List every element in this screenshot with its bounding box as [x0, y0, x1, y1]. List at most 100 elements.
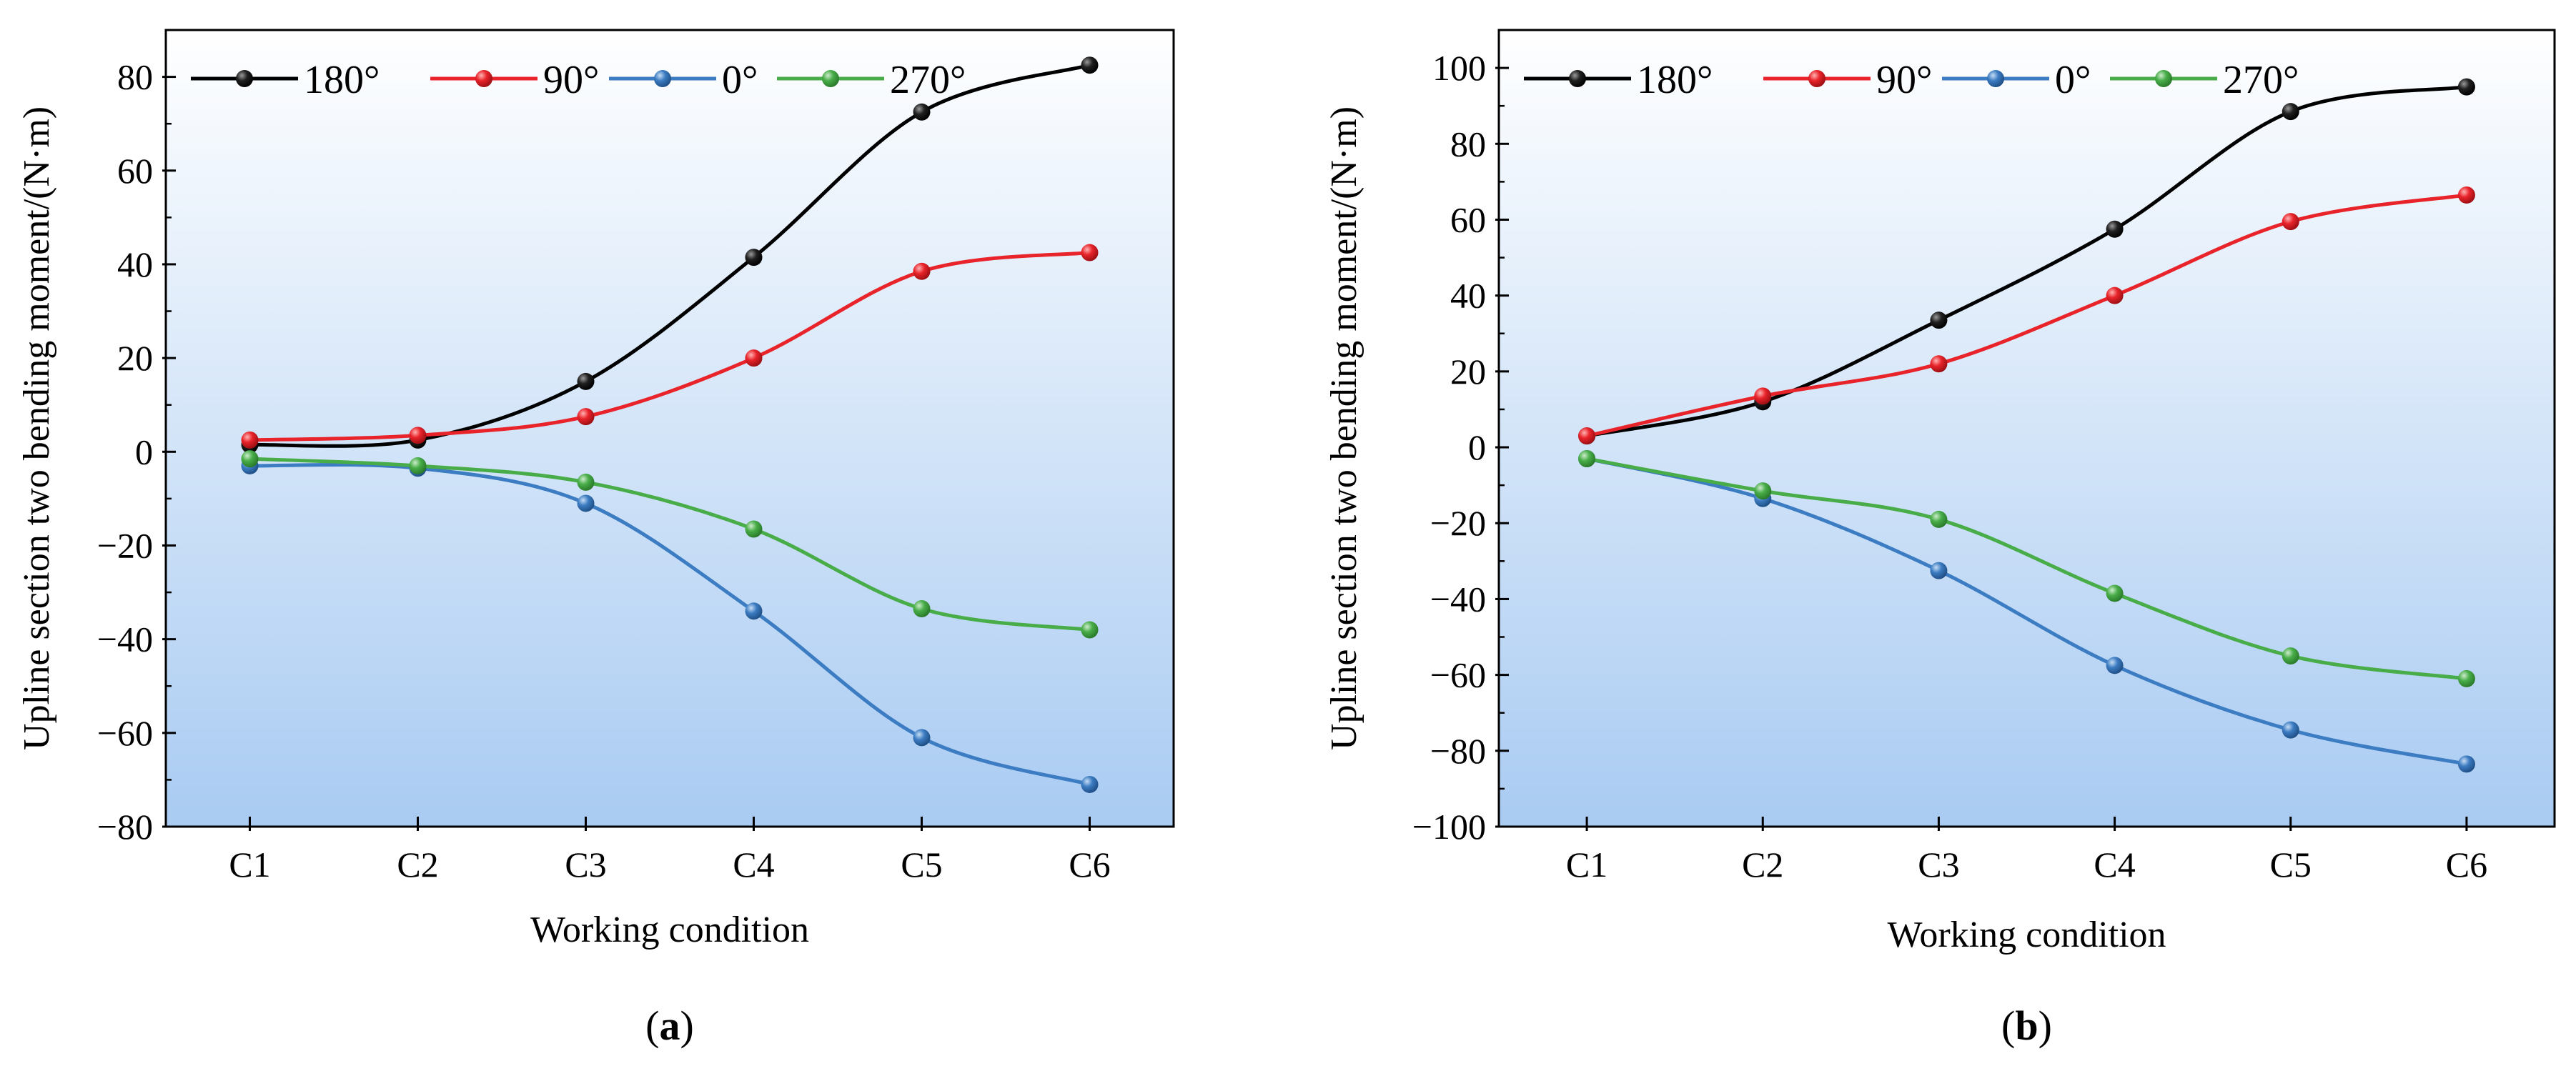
series-line: [249, 462, 1091, 787]
y-tick-label: 0: [135, 432, 153, 472]
x-tick-label: C2: [1742, 845, 1783, 885]
x-tick-label: C6: [1069, 845, 1110, 885]
legend-marker: [654, 70, 671, 87]
plot-frame: [164, 29, 1175, 828]
data-point: [2457, 669, 2475, 687]
y-tick-label: −40: [97, 619, 153, 659]
series-line: [249, 251, 1090, 442]
legend-marker: [2155, 70, 2172, 87]
plot-area: [1499, 30, 2555, 827]
data-point: [913, 262, 931, 280]
y-tick-label: −60: [97, 713, 153, 753]
legend-label: 270°: [890, 58, 966, 102]
chart-b: −100 −80 −60 −40 −20 0 20 40 60 80 100 C1 C2 C3 C4 C5 C6…: [1324, 29, 2556, 1049]
data-point: [2457, 78, 2475, 96]
data-point: [1081, 244, 1099, 261]
data-point: [1930, 510, 1948, 528]
plot-frame: [1497, 29, 2556, 828]
legend-label: 90°: [1876, 58, 1932, 102]
legend-marker: [1808, 70, 1826, 87]
data-point: [1578, 449, 1596, 467]
legend-marker: [236, 70, 253, 87]
series-line: [249, 457, 1090, 632]
y-tick-label: 60: [1450, 199, 1486, 239]
data-point: [1754, 482, 1772, 500]
y-tick-label: 60: [117, 151, 153, 191]
y-tick-label: −60: [1430, 655, 1486, 695]
y-tick-label: −40: [1430, 579, 1486, 619]
data-point: [745, 520, 763, 538]
data-point: [1081, 775, 1099, 793]
x-tick-label: C5: [901, 845, 942, 885]
data-point: [913, 600, 931, 618]
data-point: [913, 103, 931, 121]
data-point: [1578, 427, 1596, 445]
legend-label: 270°: [2223, 58, 2299, 102]
series-line: [1586, 457, 2467, 681]
x-axis-title: Working condition: [1887, 915, 2166, 955]
y-tick-label: −100: [1412, 807, 1486, 847]
x-tick-label: C2: [397, 845, 438, 885]
data-point: [1754, 387, 1772, 405]
y-tick-label: −80: [1430, 731, 1486, 771]
y-tick-label: 0: [1468, 427, 1486, 467]
legend-marker: [475, 70, 492, 87]
data-point: [913, 729, 931, 747]
data-point: [577, 494, 595, 512]
y-tick-label: −20: [1430, 503, 1486, 543]
legend-label: 90°: [543, 58, 599, 102]
x-tick-label: C4: [733, 845, 774, 885]
data-point: [577, 408, 595, 426]
y-tick-label: 40: [1450, 276, 1486, 316]
data-point: [2106, 584, 2124, 602]
y-tick-label: −80: [97, 807, 153, 847]
data-point: [2457, 186, 2475, 204]
y-tick-label: 20: [1450, 352, 1486, 392]
data-point: [409, 427, 427, 444]
x-tick-label: C5: [2270, 845, 2312, 885]
y-axis-title: Upline section two bending moment/(N·m): [16, 106, 57, 750]
plot-area: [166, 30, 1174, 827]
x-axis-title: Working condition: [530, 910, 809, 950]
data-point: [577, 473, 595, 491]
data-point: [2106, 220, 2124, 238]
x-tick-label: C3: [565, 845, 606, 885]
series-line: [249, 63, 1091, 448]
x-tick-label: C6: [2446, 845, 2487, 885]
data-point: [745, 349, 763, 367]
legend-label: 0°: [2055, 58, 2091, 102]
x-tick-label: C4: [2094, 845, 2135, 885]
data-point: [1081, 621, 1099, 639]
data-point: [1930, 562, 1948, 579]
data-point: [1930, 312, 1948, 329]
data-point: [2282, 103, 2299, 121]
data-point: [745, 602, 763, 620]
y-axis-title: Upline section two bending moment/(N·m): [1324, 106, 1364, 750]
data-point: [1930, 355, 1948, 373]
panel-label: (a): [645, 1002, 694, 1049]
x-tick-label: C1: [229, 845, 270, 885]
series-line: [1586, 85, 2467, 438]
panel-label: (b): [2001, 1002, 2052, 1049]
data-point: [241, 431, 259, 449]
y-tick-label: 40: [117, 244, 153, 284]
data-point: [409, 457, 427, 474]
data-point: [2106, 287, 2124, 304]
legend-label: 180°: [1637, 58, 1713, 102]
chart-a: −80 −60 −40 −20 0 20 40 60 80 C1 C2 C3 C4 C5 C6 180° 90°…: [16, 29, 1175, 1049]
legend-marker: [1569, 70, 1586, 87]
data-point: [2457, 755, 2475, 773]
data-point: [241, 450, 259, 468]
legend-marker: [1987, 70, 2004, 87]
y-tick-label: 20: [117, 338, 153, 378]
data-point: [2282, 213, 2299, 231]
data-point: [577, 372, 595, 390]
y-tick-label: 80: [1450, 124, 1486, 164]
data-point: [745, 249, 763, 266]
x-tick-label: C1: [1566, 845, 1607, 885]
legend-label: 0°: [722, 58, 758, 102]
data-point: [1081, 56, 1099, 74]
data-point: [2106, 657, 2124, 674]
legend-label: 180°: [304, 58, 380, 102]
